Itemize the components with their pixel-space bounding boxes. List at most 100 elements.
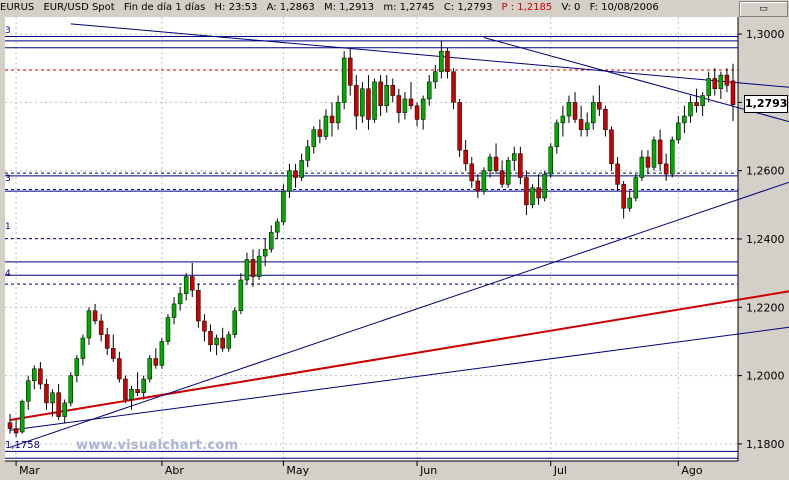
candle-body (676, 122, 681, 141)
candle-body (591, 102, 596, 124)
candle-body (730, 80, 736, 106)
candle-body (724, 74, 730, 86)
candle-body (165, 317, 171, 342)
candle-body (341, 57, 347, 103)
candle-body (281, 190, 286, 223)
candle-body (512, 153, 517, 161)
candle-body (505, 160, 511, 185)
candle-body (621, 184, 626, 209)
candle-body (269, 231, 274, 250)
candle-body (214, 337, 219, 346)
candle-body (366, 88, 371, 120)
trendline (9, 290, 789, 422)
candle-body (554, 122, 560, 148)
candle-body (232, 310, 238, 335)
candle-body (451, 71, 456, 103)
corner-button[interactable]: ▭ (739, 1, 788, 17)
low-value: m: 1,2745 (383, 2, 435, 13)
candle-body (196, 289, 201, 322)
candle-body (688, 102, 693, 117)
candle-body (293, 170, 298, 178)
candle-body (153, 358, 159, 366)
candle-body (718, 74, 724, 89)
candle-body (694, 102, 699, 107)
candle-body (104, 334, 110, 349)
candle-body (347, 57, 353, 86)
candle-body (329, 115, 335, 124)
symbol-label: EURUS (0, 2, 35, 13)
level-tag-3-top: 3 (5, 26, 11, 36)
candle-body (220, 337, 225, 349)
candle-body (536, 187, 541, 199)
candle-body (135, 389, 140, 393)
candle-body (25, 380, 31, 402)
level-tag-1: 1 (5, 222, 11, 232)
candle-body (177, 293, 183, 305)
candle-body (433, 71, 438, 83)
candle-body (566, 102, 572, 117)
period-label: Fin de día 1 días (123, 2, 206, 13)
candle-body (639, 156, 645, 178)
instrument-label: EUR/USD Spot (43, 2, 115, 13)
candle-body (414, 105, 420, 120)
x-tick-label: Ago (681, 464, 703, 477)
candle-body (147, 358, 152, 380)
candle-body (542, 173, 547, 199)
candle-body (463, 149, 468, 165)
candle-body (700, 95, 705, 107)
candle-body (299, 160, 304, 178)
y-tick-label: 1,2400 (746, 233, 785, 246)
candle-body (62, 402, 67, 417)
candle-body (578, 119, 584, 130)
candle-body (98, 320, 104, 335)
candle-body (317, 129, 323, 137)
candle-body (420, 98, 426, 120)
last-price-label: 1,2793 (744, 95, 788, 113)
candle-body (645, 156, 651, 168)
candle-body (408, 98, 414, 107)
candle-body (262, 248, 268, 257)
candle-body (481, 170, 487, 192)
candle-body (311, 129, 317, 148)
candle-body (426, 81, 432, 100)
y-tick-label: 1,2200 (746, 301, 785, 314)
candle-body (19, 400, 25, 433)
candle-body (615, 163, 620, 185)
candle-body (111, 348, 116, 359)
candle-body (208, 330, 213, 346)
candle-body (627, 197, 632, 209)
candle-body (712, 78, 718, 89)
candle-body (584, 122, 590, 130)
x-tick-label: Abr (165, 464, 185, 477)
close-value: C: 1,2793 (443, 2, 493, 13)
candle-body (560, 115, 566, 124)
x-tick-label: May (286, 464, 309, 477)
candle-body (323, 115, 329, 137)
candle-body (548, 146, 553, 175)
y-tick-label: 1,2600 (746, 165, 785, 178)
candle-body (92, 310, 98, 322)
candle-body (475, 180, 481, 192)
trendline (9, 326, 789, 431)
candle-body (609, 129, 614, 165)
candle-body (238, 279, 244, 311)
candle-body (603, 108, 608, 130)
candle-body (44, 383, 49, 404)
candle-body (706, 78, 711, 96)
candle-body (445, 50, 450, 72)
candle-body (572, 102, 578, 120)
candle-body (663, 163, 669, 175)
candle-body (597, 102, 602, 110)
candle-body (38, 368, 43, 385)
candle-body (141, 378, 146, 393)
candle-body (651, 139, 657, 168)
candle-body (524, 177, 529, 206)
x-tick-label: Jun (419, 464, 437, 477)
candle-body (56, 392, 61, 417)
chart-header: EURUS EUR/USD Spot Fin de día 1 días H: … (0, 0, 738, 16)
level-tag-4: 4 (5, 269, 11, 279)
p-value: P : 1,2185 (501, 2, 553, 13)
candle-body (657, 139, 663, 165)
candle-body (190, 276, 195, 291)
